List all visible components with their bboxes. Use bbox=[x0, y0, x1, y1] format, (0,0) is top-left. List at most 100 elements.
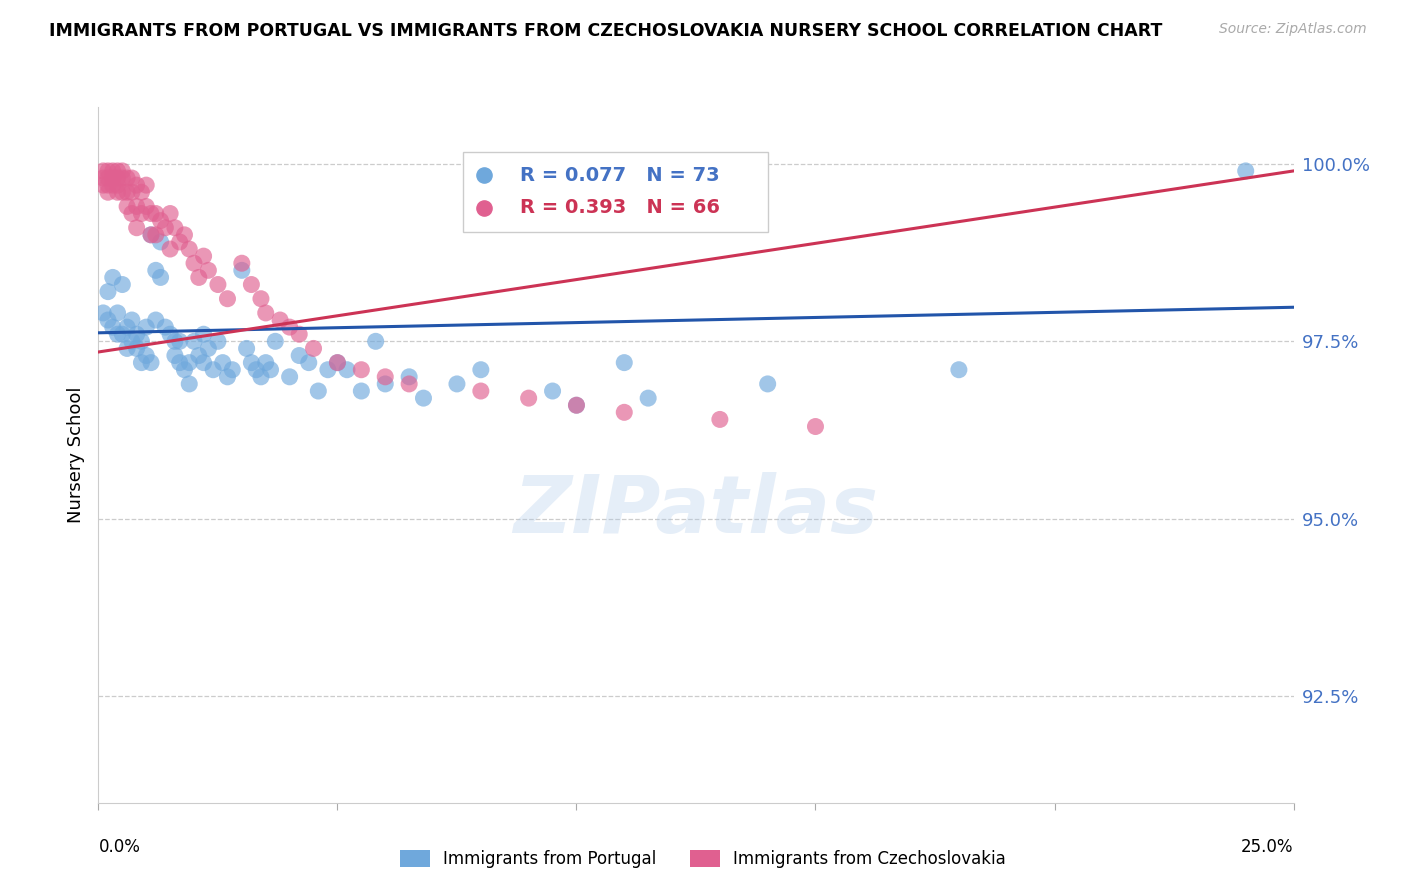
Point bbox=[115, 171, 138, 186]
Point bbox=[183, 334, 205, 349]
Point bbox=[302, 342, 325, 356]
Point bbox=[149, 213, 172, 227]
Point bbox=[121, 206, 143, 220]
Point bbox=[298, 356, 321, 370]
Point bbox=[145, 206, 167, 220]
Point bbox=[101, 164, 124, 178]
Point bbox=[179, 242, 201, 256]
Point bbox=[709, 412, 731, 426]
Point bbox=[139, 356, 162, 370]
Point bbox=[350, 384, 373, 398]
Point bbox=[115, 186, 138, 200]
Text: 25.0%: 25.0% bbox=[1241, 838, 1294, 855]
Point bbox=[183, 256, 205, 270]
Point bbox=[326, 356, 349, 370]
Point bbox=[398, 376, 420, 391]
Point bbox=[107, 171, 129, 186]
Point bbox=[125, 342, 148, 356]
Point bbox=[131, 334, 153, 349]
Point bbox=[211, 356, 233, 370]
Point bbox=[139, 227, 162, 242]
Point bbox=[254, 356, 277, 370]
Point bbox=[231, 263, 253, 277]
Point bbox=[240, 356, 263, 370]
Point bbox=[101, 178, 124, 193]
Point bbox=[565, 398, 588, 412]
Point bbox=[115, 199, 138, 213]
Point bbox=[91, 171, 114, 186]
Point bbox=[173, 362, 195, 376]
Point bbox=[235, 342, 257, 356]
Point bbox=[326, 356, 349, 370]
Point bbox=[250, 369, 273, 384]
Point bbox=[149, 235, 172, 249]
Point bbox=[756, 376, 779, 391]
Point bbox=[107, 186, 129, 200]
Point bbox=[250, 292, 273, 306]
Text: IMMIGRANTS FROM PORTUGAL VS IMMIGRANTS FROM CZECHOSLOVAKIA NURSERY SCHOOL CORREL: IMMIGRANTS FROM PORTUGAL VS IMMIGRANTS F… bbox=[49, 22, 1163, 40]
Point bbox=[264, 334, 287, 349]
Point bbox=[111, 186, 134, 200]
Point bbox=[217, 292, 239, 306]
Point bbox=[269, 313, 291, 327]
Point bbox=[613, 405, 636, 419]
Point bbox=[374, 369, 396, 384]
Point bbox=[125, 178, 148, 193]
Point bbox=[245, 362, 267, 376]
Point bbox=[637, 391, 659, 405]
Point bbox=[97, 285, 120, 299]
Text: R = 0.077   N = 73: R = 0.077 N = 73 bbox=[520, 166, 720, 185]
Point bbox=[111, 171, 134, 186]
Point bbox=[259, 362, 281, 376]
Point bbox=[91, 178, 114, 193]
Point bbox=[398, 369, 420, 384]
Legend: Immigrants from Portugal, Immigrants from Czechoslovakia: Immigrants from Portugal, Immigrants fro… bbox=[394, 843, 1012, 875]
Point bbox=[187, 349, 209, 363]
Point bbox=[470, 362, 492, 376]
Point bbox=[179, 376, 201, 391]
Point bbox=[97, 164, 120, 178]
Point bbox=[231, 256, 253, 270]
Text: Source: ZipAtlas.com: Source: ZipAtlas.com bbox=[1219, 22, 1367, 37]
Point bbox=[97, 178, 120, 193]
Point bbox=[202, 362, 225, 376]
Point bbox=[374, 376, 396, 391]
Point bbox=[217, 369, 239, 384]
Text: R = 0.393   N = 66: R = 0.393 N = 66 bbox=[520, 198, 720, 218]
Point bbox=[97, 186, 120, 200]
Point bbox=[145, 227, 167, 242]
Point bbox=[163, 334, 186, 349]
Point bbox=[121, 171, 143, 186]
Point bbox=[91, 164, 114, 178]
Point bbox=[163, 220, 186, 235]
Point bbox=[121, 313, 143, 327]
Point bbox=[613, 356, 636, 370]
Point bbox=[111, 277, 134, 292]
Point bbox=[278, 369, 301, 384]
Point bbox=[121, 186, 143, 200]
Point bbox=[336, 362, 359, 376]
Point bbox=[187, 270, 209, 285]
Point bbox=[125, 220, 148, 235]
Point bbox=[97, 313, 120, 327]
Point bbox=[207, 277, 229, 292]
Point bbox=[159, 206, 181, 220]
Point bbox=[169, 356, 191, 370]
Point bbox=[541, 384, 564, 398]
Point bbox=[804, 419, 827, 434]
Point bbox=[1234, 164, 1257, 178]
Point bbox=[207, 334, 229, 349]
Point bbox=[948, 362, 970, 376]
Point bbox=[517, 391, 540, 405]
Point bbox=[446, 376, 468, 391]
Point bbox=[221, 362, 243, 376]
Point bbox=[307, 384, 329, 398]
Y-axis label: Nursery School: Nursery School bbox=[66, 386, 84, 524]
Point bbox=[193, 327, 215, 342]
Point bbox=[107, 164, 129, 178]
Point bbox=[316, 362, 339, 376]
Point bbox=[155, 320, 177, 334]
Point bbox=[101, 320, 124, 334]
Point bbox=[159, 242, 181, 256]
Point bbox=[364, 334, 387, 349]
